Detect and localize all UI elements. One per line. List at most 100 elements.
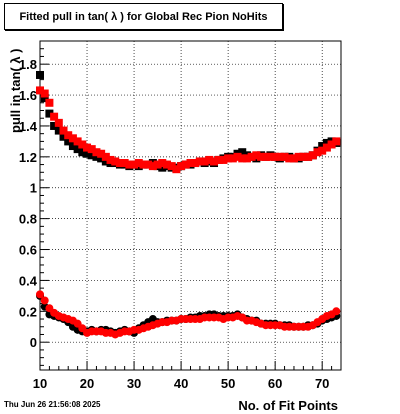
x-tick-label: 70 — [315, 376, 329, 391]
data-point — [87, 151, 96, 160]
data-point — [64, 137, 73, 146]
y-tick-label: 0.6 — [19, 243, 37, 258]
y-tick-label: 0.2 — [19, 304, 37, 319]
data-point — [167, 162, 176, 171]
data-point — [68, 142, 77, 151]
y-tick-label: 1 — [30, 181, 37, 196]
data-point — [158, 163, 167, 172]
data-point — [40, 94, 49, 103]
data-marks — [36, 70, 341, 339]
data-point — [83, 143, 92, 152]
data-point — [59, 126, 68, 135]
data-point — [101, 152, 110, 161]
data-point — [125, 160, 134, 169]
data-point — [299, 152, 308, 161]
data-point — [78, 148, 87, 157]
data-point — [172, 165, 181, 174]
data-point — [332, 137, 341, 146]
data-point — [162, 160, 171, 169]
data-point — [285, 154, 294, 163]
x-tick-label: 30 — [127, 376, 141, 391]
data-point — [294, 152, 303, 161]
data-point — [275, 152, 284, 161]
y-axis-label: pull in tan( λ ) — [8, 49, 23, 134]
data-point — [92, 148, 101, 157]
data-point — [68, 134, 77, 143]
y-tick-label: 1.2 — [19, 150, 37, 165]
data-point — [64, 131, 73, 140]
data-point — [120, 159, 129, 168]
data-point — [191, 159, 200, 168]
data-point — [36, 290, 44, 299]
data-point — [332, 307, 341, 316]
data-point — [322, 143, 331, 152]
data-point — [40, 296, 49, 305]
data-point — [242, 154, 251, 163]
data-point — [322, 138, 331, 147]
data-point — [40, 89, 49, 98]
data-point — [200, 157, 209, 166]
data-point — [97, 154, 106, 163]
data-point — [261, 152, 270, 161]
data-point — [238, 148, 247, 157]
data-point — [233, 152, 242, 161]
x-axis-label: No. of Fit Points — [238, 398, 338, 413]
data-point — [304, 152, 313, 161]
x-tick-label: 60 — [268, 376, 282, 391]
data-point — [101, 157, 110, 166]
data-point — [224, 154, 233, 163]
data-point — [54, 126, 63, 135]
data-point — [210, 157, 219, 166]
data-point — [214, 155, 223, 164]
data-point — [308, 151, 317, 160]
data-point — [130, 160, 139, 169]
data-point — [134, 159, 143, 168]
x-tick-label: 50 — [221, 376, 235, 391]
y-tick-label: 0 — [30, 335, 37, 350]
y-tick-label: 1.6 — [19, 88, 37, 103]
data-point — [36, 70, 44, 79]
data-point — [73, 137, 82, 146]
data-point — [327, 140, 336, 149]
data-point — [257, 152, 266, 161]
data-point — [73, 145, 82, 154]
y-tick-label: 0.4 — [19, 273, 38, 288]
data-point — [186, 159, 195, 168]
grid — [39, 41, 341, 370]
x-tick-label: 40 — [174, 376, 188, 391]
data-point — [87, 145, 96, 154]
data-point — [228, 154, 237, 163]
chart-title: Fitted pull in tan( λ ) for Global Rec P… — [4, 3, 283, 30]
data-point — [313, 148, 322, 157]
data-point — [36, 86, 44, 95]
data-point — [289, 154, 298, 163]
data-point — [45, 98, 54, 107]
data-point — [78, 140, 87, 149]
data-point — [59, 132, 68, 141]
data-point — [177, 162, 186, 171]
data-point — [83, 149, 92, 158]
data-point — [50, 112, 59, 121]
data-point — [92, 152, 101, 161]
data-point — [148, 162, 157, 171]
data-point — [195, 157, 204, 166]
data-point — [144, 160, 153, 169]
data-point — [50, 121, 59, 130]
data-point — [271, 152, 280, 161]
data-point — [266, 152, 275, 161]
data-point — [97, 149, 106, 158]
data-point — [318, 146, 327, 155]
axis-ticks: 10 20 30 40 50 60 70 0 0.2 0.4 0.6 0.8 1 1.2 1.4 1.6 1.8 — [19, 48, 342, 391]
data-point — [115, 159, 124, 168]
data-point — [158, 159, 167, 168]
data-point — [106, 155, 115, 164]
data-point — [45, 109, 54, 118]
data-point — [139, 160, 148, 169]
data-point — [252, 151, 261, 160]
data-point — [280, 152, 289, 161]
data-point — [205, 155, 214, 164]
data-point — [111, 157, 120, 166]
data-point — [54, 118, 63, 127]
y-tick-label: 1.8 — [19, 57, 37, 72]
x-tick-label: 10 — [33, 376, 47, 391]
